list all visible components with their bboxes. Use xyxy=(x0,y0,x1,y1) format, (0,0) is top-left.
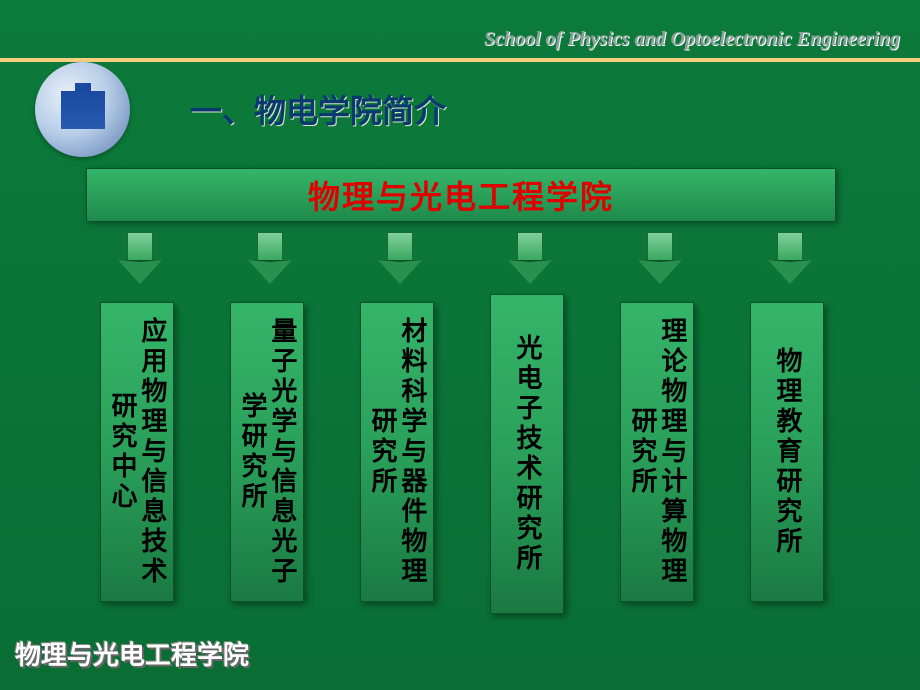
org-child-label: 物理教育研究所 xyxy=(772,315,802,589)
section-title: 一、物电学院简介 xyxy=(190,86,446,132)
org-child-box: 理论物理与计算物理研究所 xyxy=(620,302,694,602)
org-child-label: 材料科学与器件物理研究所 xyxy=(367,315,427,589)
org-arrow xyxy=(508,232,552,286)
org-arrow xyxy=(638,232,682,286)
header-divider xyxy=(0,58,920,62)
org-child-label: 量子光学与信息光子学研究所 xyxy=(237,315,297,589)
org-arrow xyxy=(768,232,812,286)
header-subtitle: School of Physics and Optoelectronic Eng… xyxy=(484,28,900,51)
org-arrow xyxy=(118,232,162,286)
org-child-label: 光电子技术研究所 xyxy=(512,307,542,601)
org-child-box: 光电子技术研究所 xyxy=(490,294,564,614)
org-arrow xyxy=(248,232,292,286)
org-arrow xyxy=(378,232,422,286)
footer-label: 物理与光电工程学院 xyxy=(15,635,249,672)
org-root-box: 物理与光电工程学院 xyxy=(86,168,836,222)
org-root-label: 物理与光电工程学院 xyxy=(308,172,614,218)
university-logo xyxy=(35,62,130,157)
org-child-box: 应用物理与信息技术研究中心 xyxy=(100,302,174,602)
org-child-box: 量子光学与信息光子学研究所 xyxy=(230,302,304,602)
org-child-label: 应用物理与信息技术研究中心 xyxy=(107,315,167,589)
org-child-box: 材料科学与器件物理研究所 xyxy=(360,302,434,602)
org-child-label: 理论物理与计算物理研究所 xyxy=(627,315,687,589)
org-child-box: 物理教育研究所 xyxy=(750,302,824,602)
